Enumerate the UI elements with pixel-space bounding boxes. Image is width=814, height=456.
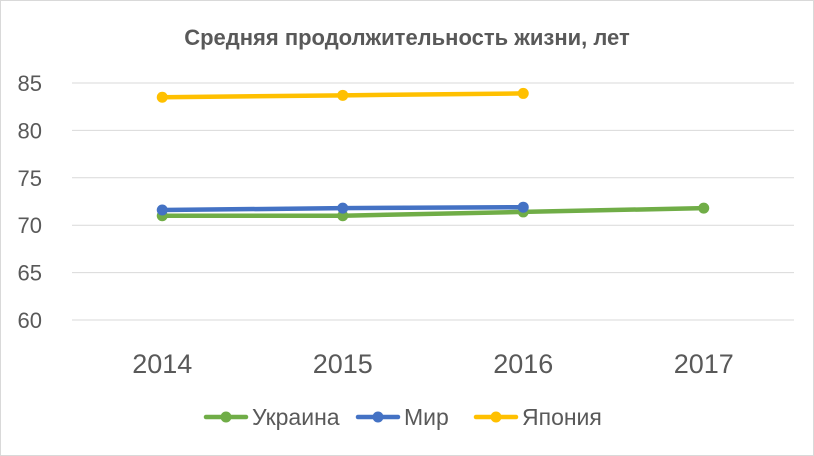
legend-swatch-marker <box>220 411 232 423</box>
legend-item: Украина <box>203 404 340 430</box>
y-tick-label: 85 <box>18 71 42 96</box>
y-tick-label: 70 <box>18 213 42 238</box>
legend-label: Япония <box>522 404 602 430</box>
data-point <box>698 202 710 214</box>
y-tick-label: 60 <box>18 308 42 333</box>
y-tick-label: 80 <box>18 118 42 143</box>
chart-title: Средняя продолжительность жизни, лет <box>184 25 630 50</box>
data-point <box>156 91 168 103</box>
data-point <box>156 204 168 216</box>
x-tick-label: 2015 <box>313 349 373 379</box>
legend-label: Мир <box>404 404 449 430</box>
x-tick-label: 2016 <box>493 349 553 379</box>
data-point <box>337 202 349 214</box>
x-axis-tick-labels: 2014 2015 2016 2017 <box>132 349 734 379</box>
x-tick-label: 2014 <box>132 349 192 379</box>
legend-swatch-marker <box>372 411 384 423</box>
data-point <box>517 87 529 99</box>
data-point <box>517 201 529 213</box>
legend-label: Украина <box>252 404 340 430</box>
series-lines <box>156 87 710 222</box>
data-point <box>337 210 349 222</box>
y-axis-tick-labels: 60 65 70 75 80 85 <box>18 71 42 333</box>
legend-item: Мир <box>355 404 449 430</box>
series-line <box>160 205 706 218</box>
legend-item: Япония <box>473 404 602 430</box>
series-Мир <box>156 201 529 216</box>
series-Украина <box>156 202 710 222</box>
y-tick-label: 65 <box>18 261 42 286</box>
series-Япония <box>156 87 529 103</box>
x-tick-label: 2017 <box>674 349 734 379</box>
gridlines <box>72 82 794 321</box>
legend: Украина Мир Япония <box>203 404 602 430</box>
y-tick-label: 75 <box>18 166 42 191</box>
data-point <box>337 89 349 101</box>
legend-swatch-marker <box>490 411 502 423</box>
